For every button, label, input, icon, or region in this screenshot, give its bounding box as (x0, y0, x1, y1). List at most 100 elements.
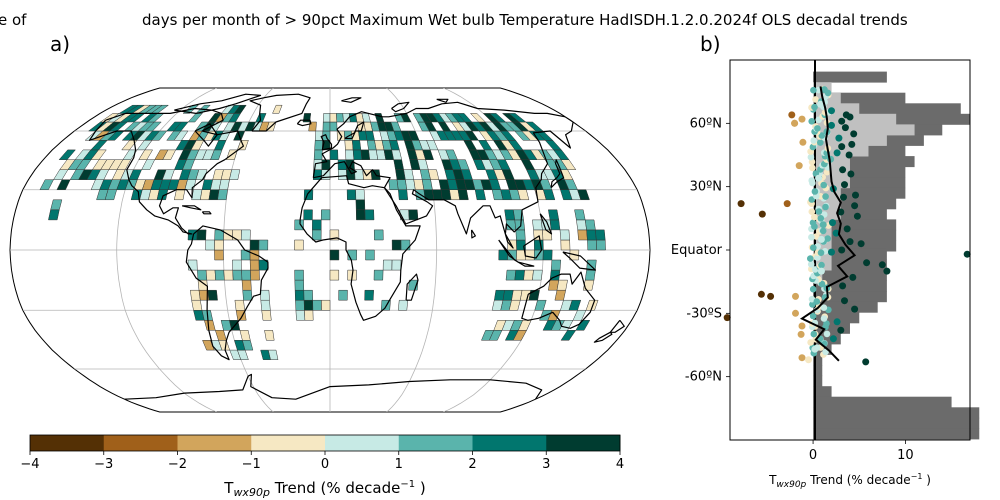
zonal-dark-bar (813, 301, 878, 313)
map-trend-cell (403, 169, 415, 180)
map-trend-cell (259, 289, 270, 301)
map-trend-cell (457, 189, 469, 201)
map-trend-cell (294, 269, 304, 281)
map-trend-cell (549, 219, 561, 231)
zonal-point (818, 261, 825, 269)
map-coastline (521, 271, 596, 329)
map-trend-cell (360, 149, 371, 160)
map-coastline (550, 159, 565, 189)
zonal-dark-bar (813, 92, 906, 104)
map-trend-cell (421, 179, 433, 190)
map-trend-cell (314, 140, 323, 151)
colorbar-segment (472, 435, 547, 451)
colorbar-tick-label: 4 (616, 457, 624, 472)
map-trend-cell (58, 149, 76, 160)
zonal-point (839, 166, 847, 174)
map-trend-cell (391, 239, 402, 251)
map-trend-cell (398, 299, 409, 311)
map-trend-cell (312, 299, 322, 311)
zonal-point (798, 115, 806, 123)
zonal-dark-bar (813, 354, 823, 366)
zonal-light-bar (813, 145, 869, 157)
map-trend-cell (294, 239, 304, 251)
zonal-point (849, 273, 857, 281)
zonal-dark-bar (813, 156, 915, 168)
zonal-point (883, 267, 891, 275)
zonal-dark-bar (813, 219, 897, 231)
map-trend-cell (207, 289, 218, 301)
map-coastline (562, 251, 596, 271)
map-trend-cell (518, 320, 532, 331)
map-trend-cell (205, 269, 216, 281)
zonal-point (797, 330, 805, 338)
map-trend-cell (515, 229, 526, 241)
zonal-point (807, 153, 815, 161)
zonal-point (828, 121, 835, 129)
zonal-light-bar (813, 187, 841, 199)
zonal-point (847, 170, 855, 178)
zonal-dark-bar (813, 71, 887, 83)
map-trend-cell (50, 199, 63, 211)
map-coastline (391, 101, 410, 113)
zonal-point (850, 130, 858, 138)
map-trend-cell (427, 169, 440, 180)
zonal-light-bar (813, 229, 832, 241)
title-left-fragment: e of (0, 11, 27, 29)
zonal-point (878, 261, 886, 269)
zonal-axes: 60ºN 30ºN Equator -30ºS -60ºN 0 10 (671, 116, 914, 463)
colorbar-tick-label: 3 (542, 457, 550, 472)
zonal-dark-bar (813, 396, 952, 408)
map-trend-cell (218, 179, 230, 190)
map-trend-cell (320, 209, 331, 221)
zonal-point (838, 143, 846, 151)
map-trend-cell (187, 259, 198, 271)
map-trend-cell (312, 219, 322, 231)
map-trend-cell (514, 269, 525, 281)
zonal-point (837, 326, 845, 334)
map-coastline (201, 211, 212, 215)
map-coastline (405, 273, 419, 301)
zonal-point (848, 140, 856, 148)
zonal-point (817, 249, 825, 256)
map-trend-cell (532, 269, 543, 281)
map-trend-cell (407, 130, 420, 141)
map-trend-cell (173, 189, 186, 201)
map-trend-cell (329, 149, 339, 160)
colorbar-segment (546, 435, 621, 451)
map-trend-cell (304, 310, 314, 321)
map-trend-cell (373, 269, 384, 281)
zonal-point (814, 254, 821, 261)
map-trend-cell (595, 229, 606, 241)
zonal-point (737, 200, 745, 208)
zonal-mean-line (799, 86, 857, 362)
map-trend-cell (173, 130, 189, 141)
zonal-point (832, 229, 840, 237)
zonal-point (723, 314, 731, 322)
colorbar-tick-label: −4 (20, 457, 39, 472)
colorbar-segment (325, 435, 400, 451)
colorbar-label: Twx90p Trend (% decade−1 ) (223, 479, 425, 499)
zonal-dark-bar (813, 312, 860, 324)
map-coastline (296, 119, 312, 127)
map-trend-cell (329, 269, 340, 281)
map-coastline (539, 213, 553, 235)
zonal-point (820, 181, 827, 189)
map-trend-cell (355, 189, 365, 201)
zonal-point (823, 320, 830, 327)
map-trend-cell (554, 289, 567, 301)
zonal-point (820, 315, 828, 322)
zonal-point (807, 255, 814, 262)
zonal-ytick-label: 60ºN (690, 116, 722, 131)
map-coastline (88, 107, 244, 235)
map-trend-cell (382, 259, 393, 271)
zonal-point (833, 318, 841, 326)
map-trend-cell (223, 269, 234, 281)
map-trend-cell (249, 239, 260, 251)
map-trend-cell (352, 140, 362, 151)
map-trend-cell (233, 104, 247, 114)
zonal-point (814, 125, 821, 132)
colorbar-tick-label: 0 (321, 457, 329, 472)
zonal-dark-bar (813, 280, 887, 292)
zonal-point (808, 233, 815, 241)
